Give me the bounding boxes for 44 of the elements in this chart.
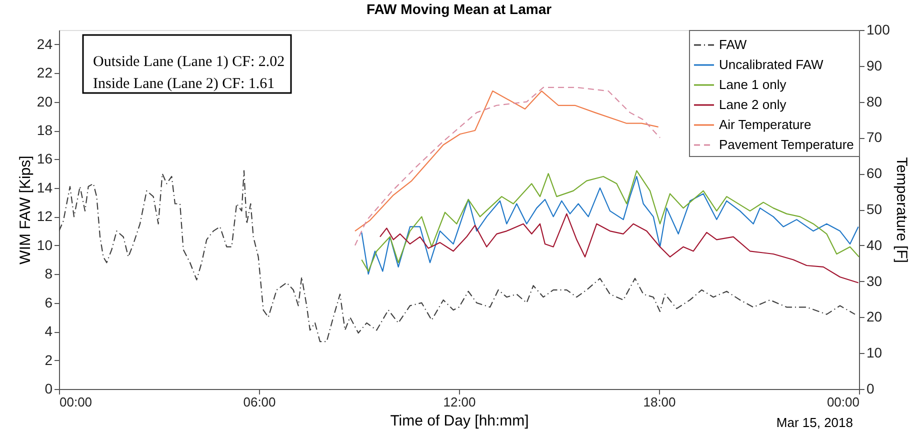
y2-tick-label: 0 [866,380,874,396]
x-tick-label: 00:00 [826,394,860,410]
x-axis-title: Time of Day [hh:mm] [390,412,529,430]
y2-tick-label: 30 [866,272,882,289]
y-tick-label: 14 [36,179,53,196]
legend-label: FAW [719,37,748,52]
annotation: Inside Lane (Lane 2) CF: 1.61 [93,76,275,92]
y2-tick-label: 20 [866,308,882,325]
y2-tick-label: 80 [866,93,882,110]
chart-title: FAW Moving Mean at Lamar [366,1,552,17]
text: Mar 15, 2018 [776,415,853,430]
y-tick-label: 18 [36,122,53,138]
line-series [379,213,859,284]
x-tick-label: 00:00 [60,394,92,410]
line-series [59,170,856,342]
legend-label: Lane 1 only [719,77,787,92]
y-tick-label: 10 [36,236,53,253]
y2-axis-title: Temperature [F] [892,157,910,263]
y-tick-label: 24 [36,36,53,52]
y-tick-label: 20 [36,93,53,110]
legend-label: Pavement Temperature [719,137,854,152]
y-tick-label: 16 [36,150,53,167]
y2-tick-label: 10 [866,344,882,361]
y-axis-title: WIM FAW [Kips] [16,156,34,264]
y-tick-label: 6 [44,294,53,310]
y-tick-label: 4 [44,323,53,340]
x-tick-label: 18:00 [643,394,676,410]
y2-tick-label: 60 [866,165,882,182]
legend-label: Uncalibrated FAW [719,57,824,72]
y2-tick-label: 90 [866,57,882,74]
y-tick-label: 8 [44,266,53,282]
y-tick-label: 22 [36,64,53,81]
y-tick-label: 2 [44,352,53,368]
y2-tick-label: 100 [866,22,890,38]
x-tick-label: 12:00 [443,394,476,410]
x-tick-label: 06:00 [243,394,276,410]
y-tick-label: 12 [36,208,53,224]
legend-label: Lane 2 only [719,97,787,112]
y2-tick-label: 40 [866,236,882,253]
legend-label: Air Temperature [719,117,812,132]
annotation: Outside Lane (Lane 1) CF: 2.02 [93,54,285,70]
y-tick-label: 0 [44,380,53,396]
y2-tick-label: 70 [866,129,882,146]
y2-tick-label: 50 [866,201,882,217]
